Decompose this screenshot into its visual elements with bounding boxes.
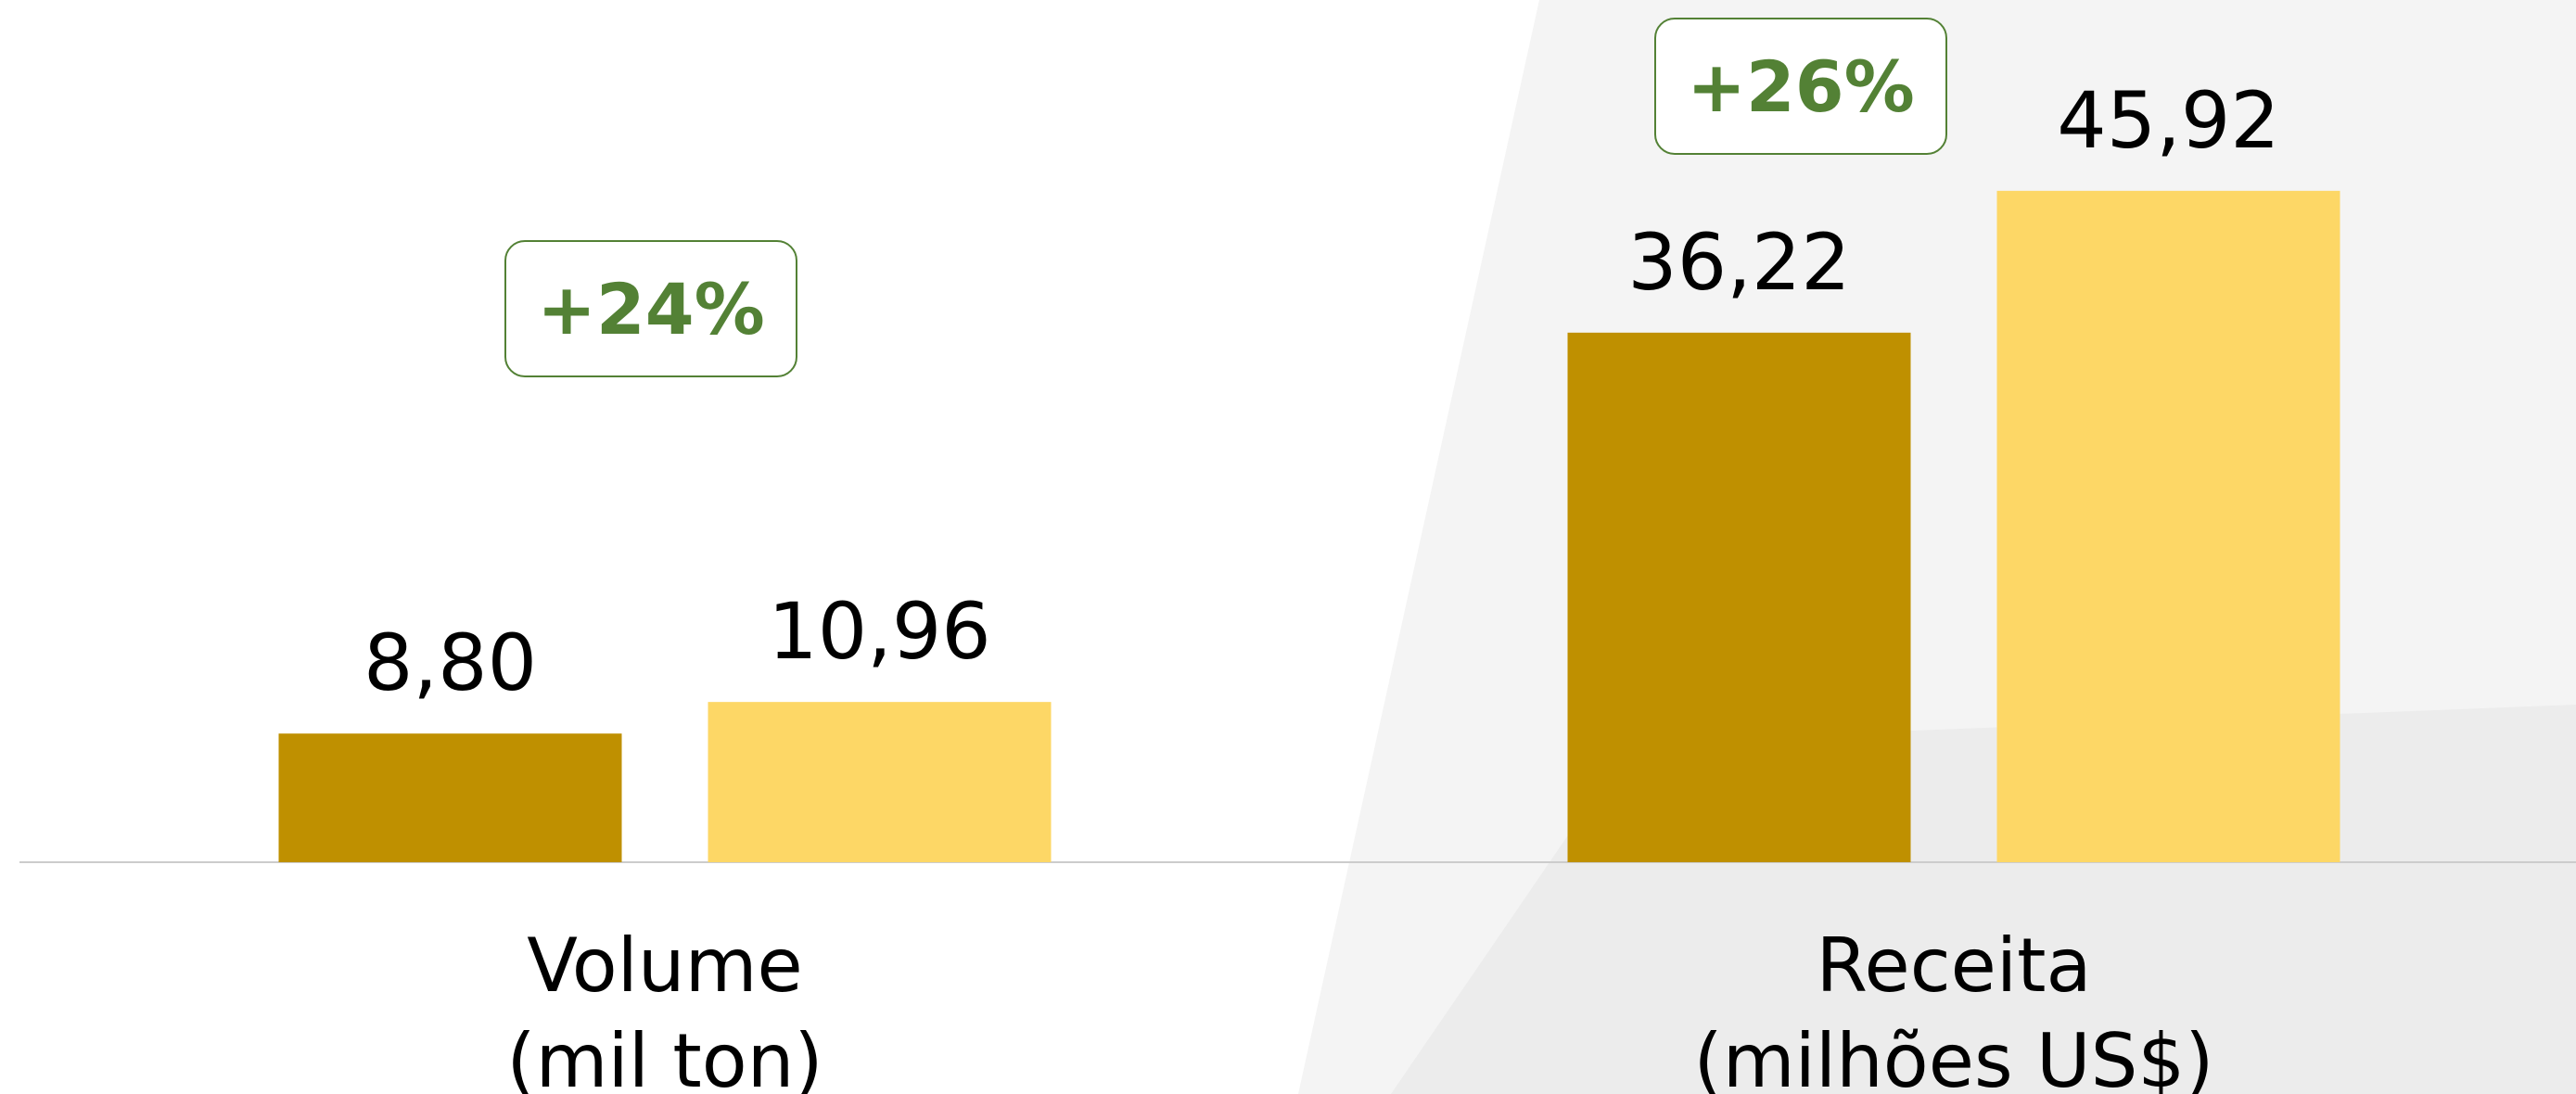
bar <box>1996 190 2340 862</box>
value-label: 45,92 <box>2057 74 2280 166</box>
category-label: Volume (mil ton) <box>506 922 823 1094</box>
bar <box>278 733 622 862</box>
value-label: 36,22 <box>1627 216 1851 308</box>
growth-annotation: +24% <box>504 240 797 377</box>
value-label: 8,80 <box>363 617 538 709</box>
bar <box>1567 332 1911 862</box>
value-label: 10,96 <box>768 586 991 678</box>
category-label: Receita (milhões US$) <box>1693 922 2214 1094</box>
growth-annotation: +26% <box>1654 18 1947 155</box>
bar <box>708 702 1052 862</box>
